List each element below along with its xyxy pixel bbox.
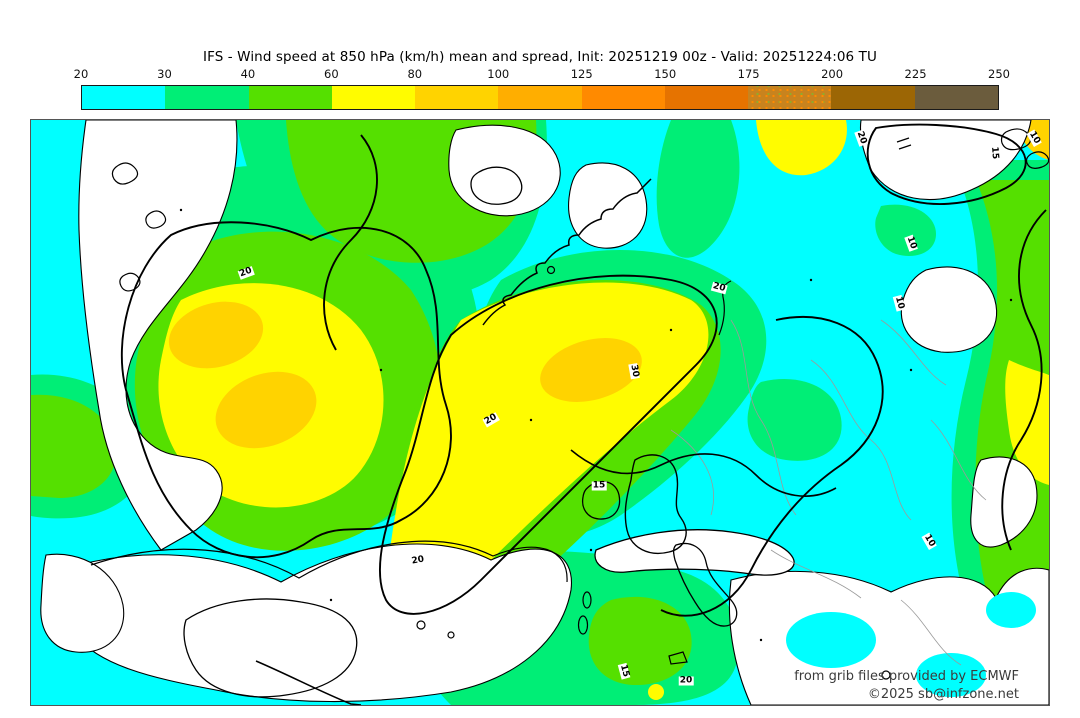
colorbar-tick: 175 bbox=[737, 67, 760, 81]
colorbar-tick: 30 bbox=[157, 67, 172, 81]
alps-ridge bbox=[594, 529, 795, 576]
map-cyan-holes bbox=[786, 592, 1036, 697]
colorbar-segment bbox=[498, 86, 582, 109]
colorbar-segment bbox=[748, 86, 832, 109]
colorbar-segment bbox=[914, 86, 998, 109]
colorbar-tick: 60 bbox=[324, 67, 339, 81]
colorbar-segment bbox=[331, 86, 416, 109]
colorbar-tick: 20 bbox=[73, 67, 89, 81]
country-borders bbox=[670, 319, 987, 666]
colorbar-tick: 250 bbox=[988, 67, 1010, 81]
colorbar-tick: 225 bbox=[904, 67, 927, 81]
colorbar-segment bbox=[415, 86, 499, 109]
map-fill-80 bbox=[168, 120, 1049, 449]
colorbar-tick: 200 bbox=[821, 67, 844, 81]
colorbar-segment bbox=[664, 86, 749, 109]
colorbar-segment bbox=[581, 86, 665, 109]
map-image: from grib files provided by ECMWF ©2025 … bbox=[30, 119, 1050, 706]
colorbar-segments bbox=[81, 85, 999, 110]
wind-speed-map-svg: from grib files provided by ECMWF ©2025 … bbox=[31, 120, 1049, 705]
colorbar-segment bbox=[831, 86, 915, 109]
attribution-source: from grib files provided by ECMWF bbox=[794, 669, 1019, 684]
colorbar-segment bbox=[248, 86, 332, 109]
contour-lines bbox=[90, 123, 1049, 705]
colorbar-tick: 100 bbox=[487, 67, 510, 81]
colorbar-ticks: 20 30 40 60 80 100 125 150 175 200 225 250 bbox=[74, 67, 1010, 84]
colorbar-tick: 80 bbox=[407, 67, 423, 81]
colorbar-tick: 125 bbox=[570, 67, 593, 81]
colorbar-segment bbox=[82, 86, 166, 109]
page-title: IFS - Wind speed at 850 hPa (km/h) mean … bbox=[203, 49, 877, 65]
colorbar-segment bbox=[165, 86, 249, 109]
colorbar-tick: 40 bbox=[240, 67, 256, 81]
attribution-copyright: ©2025 sb@infzone.net bbox=[868, 687, 1019, 702]
map-fill-calm bbox=[40, 120, 1049, 705]
map-specks bbox=[179, 208, 1013, 642]
colorbar-tick: 150 bbox=[654, 67, 677, 81]
colorbar: 20 30 40 60 80 100 125 150 175 200 225 250 bbox=[74, 67, 1010, 110]
